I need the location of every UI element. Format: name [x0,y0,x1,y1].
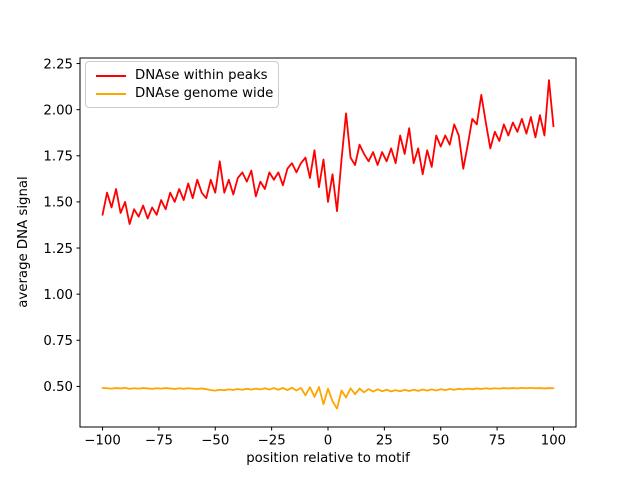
legend-entry: DNAse within peaks [96,67,270,85]
x-tick-label: 50 [432,434,449,449]
x-axis-label: position relative to motif [246,451,410,466]
x-tick-label: 100 [541,434,566,449]
y-tick-label: 1.25 [43,242,73,257]
series-line-dnase-genome-wide [101,386,555,410]
y-axis-ticks: 0.50 0.75 1.00 1.25 1.50 1.75 2.00 2.25 [43,57,80,395]
series-line-dnase-within-peaks [101,79,555,225]
legend-label: DNAse within peaks [135,68,268,83]
legend-line-swatch [96,93,126,95]
y-tick-label: 0.50 [43,380,73,395]
x-tick-label: −100 [84,434,121,449]
legend-entry: DNAse genome wide [96,85,274,103]
plot-area [79,57,577,428]
y-tick-label: 1.50 [43,196,73,211]
legend: DNAse within peaks DNAse genome wide [85,61,279,108]
y-tick-label: 2.00 [43,103,73,118]
legend-line-swatch [96,75,126,77]
y-tick-label: 1.00 [43,288,73,303]
legend-label: DNAse genome wide [135,86,274,101]
y-tick-label: 2.25 [43,57,73,72]
x-tick-label: 25 [376,434,393,449]
y-tick-label: 0.75 [43,334,73,349]
y-axis-label: average DNA signal [16,176,31,308]
x-tick-label: 75 [489,434,506,449]
x-tick-label: −50 [201,434,229,449]
data-series [101,79,555,410]
x-tick-label: −75 [145,434,173,449]
y-tick-label: 1.75 [43,150,73,165]
x-tick-label: −25 [258,434,286,449]
x-axis-ticks: −100 −75 −50 −25 0 25 50 75 100 [84,427,566,449]
x-tick-label: 0 [324,434,332,449]
